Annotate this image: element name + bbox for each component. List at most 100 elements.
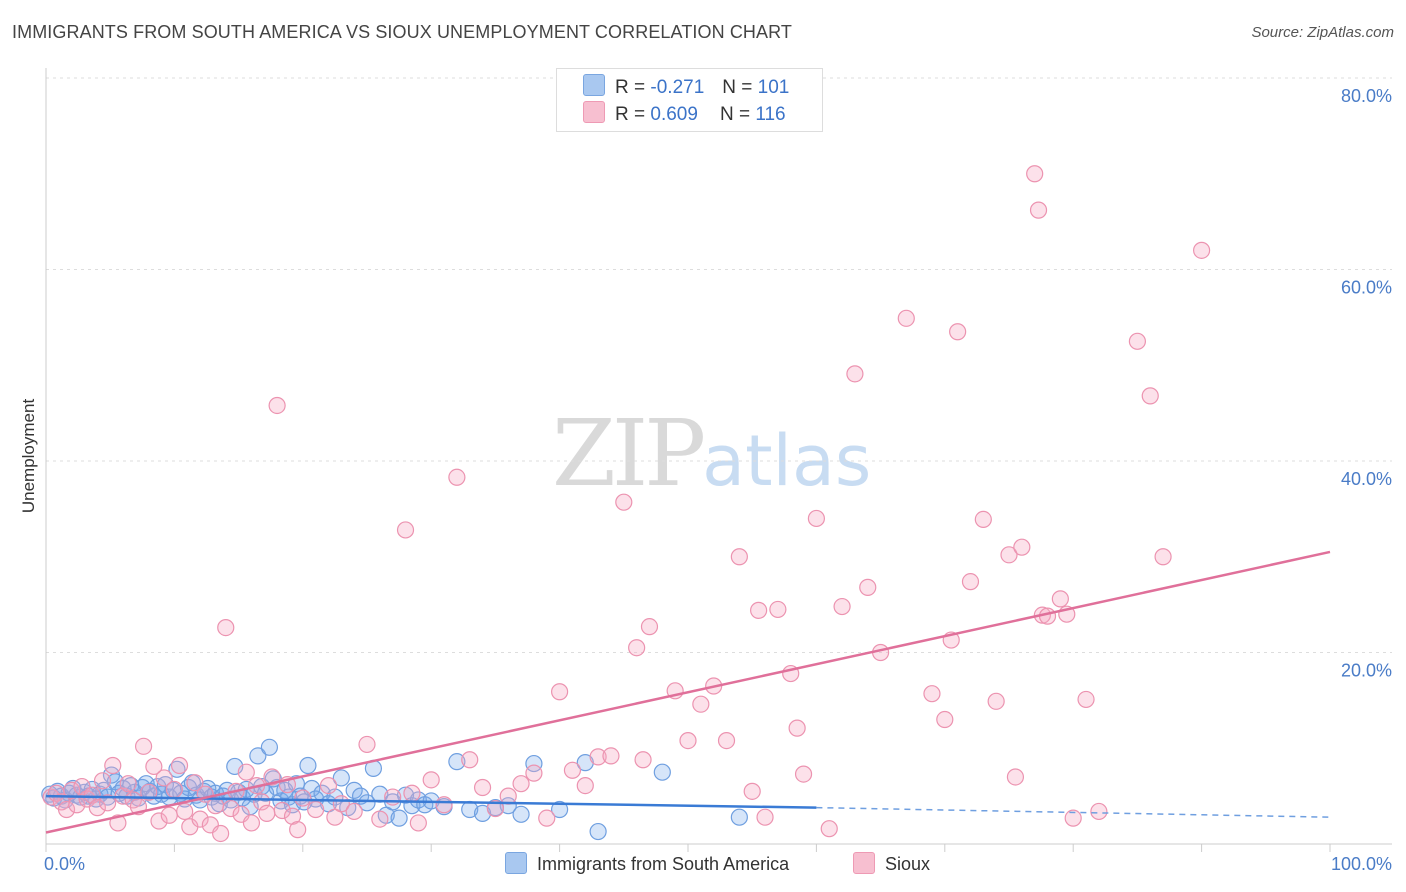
data-point [743,782,761,800]
data-point [289,821,307,839]
series-sioux-points [42,165,1211,843]
data-point [145,757,163,776]
data-point [165,780,183,799]
data-point [974,510,992,529]
data-point [1051,590,1069,608]
data-point [788,719,806,737]
data-point [345,781,363,799]
data-point [99,794,117,812]
bottom-legend-swatch-immigrants [505,852,527,874]
data-point [512,775,530,793]
data-point [319,776,338,795]
data-point [525,754,543,773]
data-point [258,804,276,822]
data-point [119,775,137,793]
legend-swatch-immigrants [583,74,605,96]
bottom-legend-label-sioux: Sioux [885,854,931,874]
watermark: ZIPatlas [552,400,871,507]
data-point [589,822,607,841]
bottom-legend-immigrants: Immigrants from South America [505,852,789,875]
legend-n-value: 116 [755,104,786,125]
legend-row-sioux: R = 0.609 N = 116 [583,101,786,127]
data-point [409,814,427,832]
data-point [242,814,261,832]
data-point [679,731,697,750]
data-point [57,800,76,819]
data-point [222,799,240,818]
bottom-legend-swatch-sioux [853,852,875,874]
data-point [473,778,492,797]
data-point [186,774,204,792]
data-point [448,753,466,771]
gridlines [46,77,1392,653]
data-point [1006,768,1025,786]
data-point [550,800,569,819]
data-point [155,769,173,787]
data-point [730,808,748,826]
data-point [422,771,440,789]
data-point [249,747,267,765]
y-tick-label: 60.0% [1341,278,1392,298]
data-point [525,764,543,782]
watermark-zip: ZIP [552,400,706,507]
data-point [134,737,153,755]
x-tick-label: 100.0% [1331,854,1392,874]
data-point [435,796,453,814]
data-point [628,639,646,657]
data-point [88,799,106,817]
data-point [961,573,980,591]
bottom-legend-sioux: Sioux [853,852,930,875]
data-point [1077,690,1095,709]
data-point [538,809,556,827]
data-point [358,735,376,754]
chart-title: IMMIGRANTS FROM SOUTH AMERICA VS SIOUX U… [12,22,792,42]
data-point [1026,165,1044,183]
data-point [949,323,967,341]
data-point [403,784,421,802]
data-point [140,783,158,801]
data-point [936,710,954,729]
data-point [512,805,530,823]
data-point [448,468,466,486]
data-point [807,509,826,528]
data-point [390,809,408,827]
legend-r-value: -0.271 [650,77,705,98]
y-tick-label: 40.0% [1341,469,1392,489]
trend-line-sioux [45,550,1331,834]
data-point [160,806,178,824]
data-point [750,601,768,619]
legend-r-value: 0.609 [650,104,698,125]
data-point [461,751,479,769]
data-point [923,685,941,703]
data-point [692,695,710,713]
legend-r-label: R = [615,77,646,98]
data-point [273,801,291,820]
watermark-atlas: atlas [702,420,872,502]
data-point [93,772,112,790]
data-point [769,600,787,619]
data-point [217,619,235,637]
legend-n-label: N = [719,104,751,125]
data-point [576,776,594,795]
data-point [730,548,748,566]
source-label: Source: ZipAtlas.com [1251,24,1394,41]
data-point [396,521,415,539]
data-point [589,748,607,766]
data-point [206,797,225,815]
data-point [794,765,813,783]
data-point [1013,538,1031,556]
data-point [846,365,864,383]
data-point [859,578,877,596]
data-point [563,761,582,779]
legend-n-label: N = [722,77,753,98]
data-point [1192,241,1211,259]
trend-lines [45,550,1331,834]
data-point [987,692,1005,710]
data-point [176,802,194,821]
tick-labels: 20.0% 40.0% 60.0% 80.0% 0.0% 100.0% [44,86,1392,874]
data-point [634,751,652,769]
data-point [358,794,376,812]
data-point [299,756,317,775]
data-point [897,309,915,327]
data-point [345,802,363,821]
